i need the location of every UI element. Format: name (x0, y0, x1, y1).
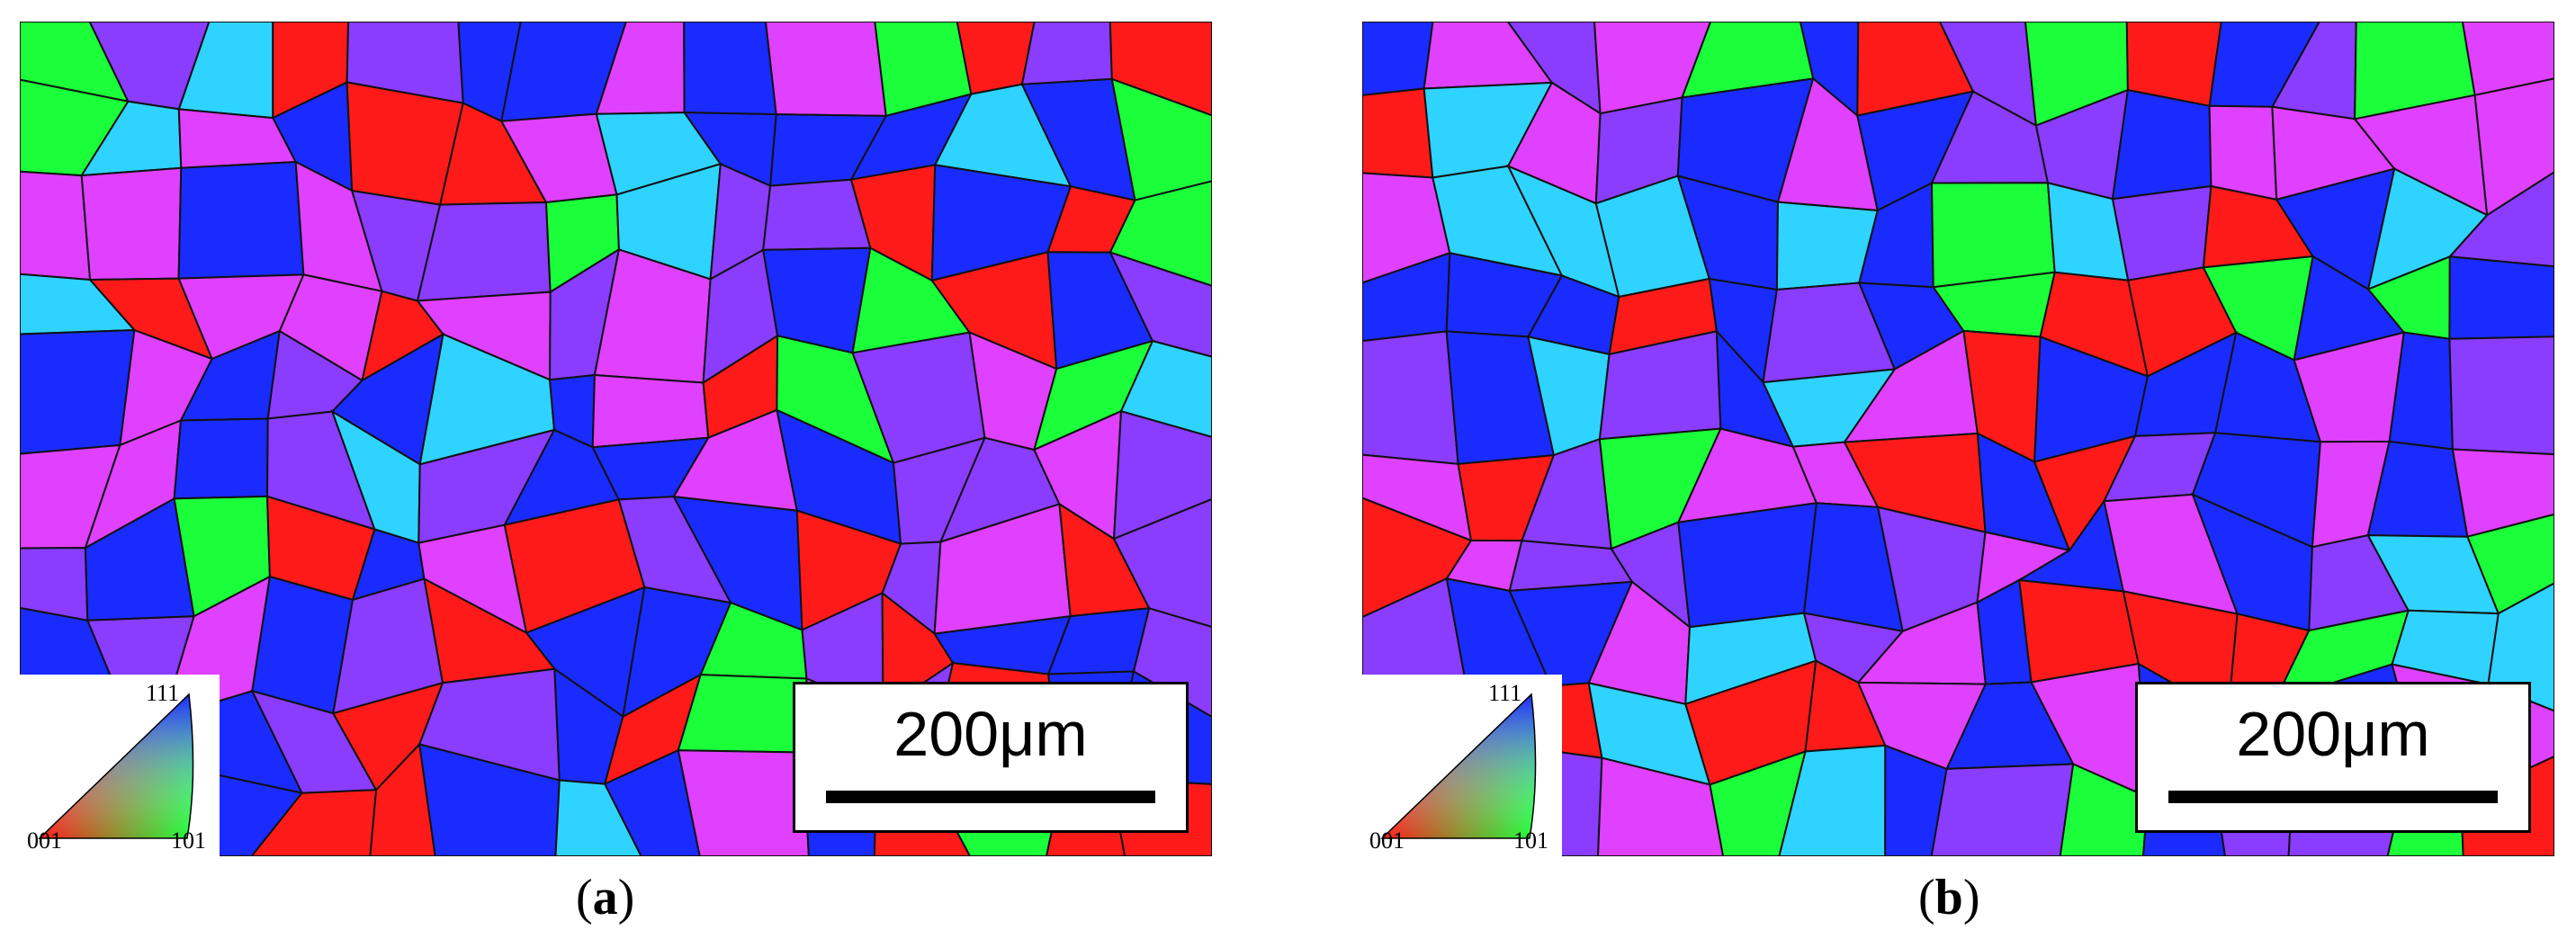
ipf-triangle (38, 693, 194, 839)
scale-bar-line (2168, 791, 2498, 803)
ipf-label-001: 001 (1369, 827, 1405, 854)
grain (1677, 502, 1818, 629)
grain (20, 328, 136, 455)
grain (1108, 22, 1212, 117)
grain (2448, 255, 2554, 340)
grain (1362, 330, 1459, 466)
scale-bar: 200μm (793, 682, 1189, 833)
grain (683, 22, 777, 116)
grain (591, 373, 710, 449)
grain (1132, 607, 1212, 719)
ipf-triangle (1380, 693, 1537, 839)
grain (1884, 744, 1948, 856)
grain-orientation-map (20, 22, 1212, 856)
grain (416, 201, 552, 302)
grain (173, 417, 269, 500)
scale-bar: 200μm (2135, 682, 2531, 833)
caption-a: (a) (576, 870, 635, 926)
ipf-label-111: 111 (146, 680, 180, 706)
grain (1596, 756, 1725, 856)
grain (603, 748, 701, 856)
grain (20, 170, 92, 282)
grain (1930, 182, 2056, 289)
grain (1362, 87, 1434, 179)
grain (2473, 77, 2554, 217)
scale-bar-label: 200μm (893, 699, 1088, 769)
grain (1778, 744, 1887, 856)
grain (1930, 763, 2075, 856)
grain (418, 743, 561, 856)
grain (2487, 582, 2554, 712)
ipf-label-001: 001 (27, 827, 62, 854)
grain (1112, 409, 1212, 541)
grain (2111, 88, 2212, 201)
grain (2111, 184, 2212, 282)
grain (2466, 513, 2554, 615)
grain-orientation-map (1362, 22, 2554, 856)
grain (1108, 180, 1212, 287)
scale-bar-line (826, 791, 1155, 803)
ipf-color-key: 111 001 101 (20, 675, 220, 856)
grain (1110, 77, 1212, 201)
ipf-label-101: 101 (1513, 827, 1548, 854)
scale-bar-label: 200μm (2236, 699, 2430, 769)
grain (764, 22, 887, 117)
grain (2461, 22, 2554, 96)
grain (677, 749, 810, 856)
ipf-label-101: 101 (171, 827, 206, 854)
grain (2447, 171, 2554, 268)
grain (177, 160, 305, 280)
grain (2451, 448, 2554, 538)
ipf-label-111: 111 (1488, 680, 1522, 706)
grain (554, 779, 642, 856)
grain (369, 742, 436, 856)
ebsd-map-a: 111 001 101 200μm (20, 22, 1212, 856)
grain (1020, 22, 1113, 85)
ebsd-map-b: 111 001 101 200μm (1362, 22, 2554, 856)
grain (1112, 497, 1212, 629)
grain (1119, 339, 1212, 438)
caption-b: (b) (1918, 870, 1980, 926)
grain (677, 674, 808, 754)
grain (2208, 104, 2278, 201)
grain (80, 166, 183, 282)
grain (2059, 763, 2150, 856)
grain (2448, 335, 2554, 456)
grain (1108, 250, 1212, 358)
grain (1362, 22, 1434, 96)
ipf-color-key: 111 001 101 (1362, 675, 1562, 856)
grain (1709, 749, 1807, 856)
grain (250, 789, 378, 856)
